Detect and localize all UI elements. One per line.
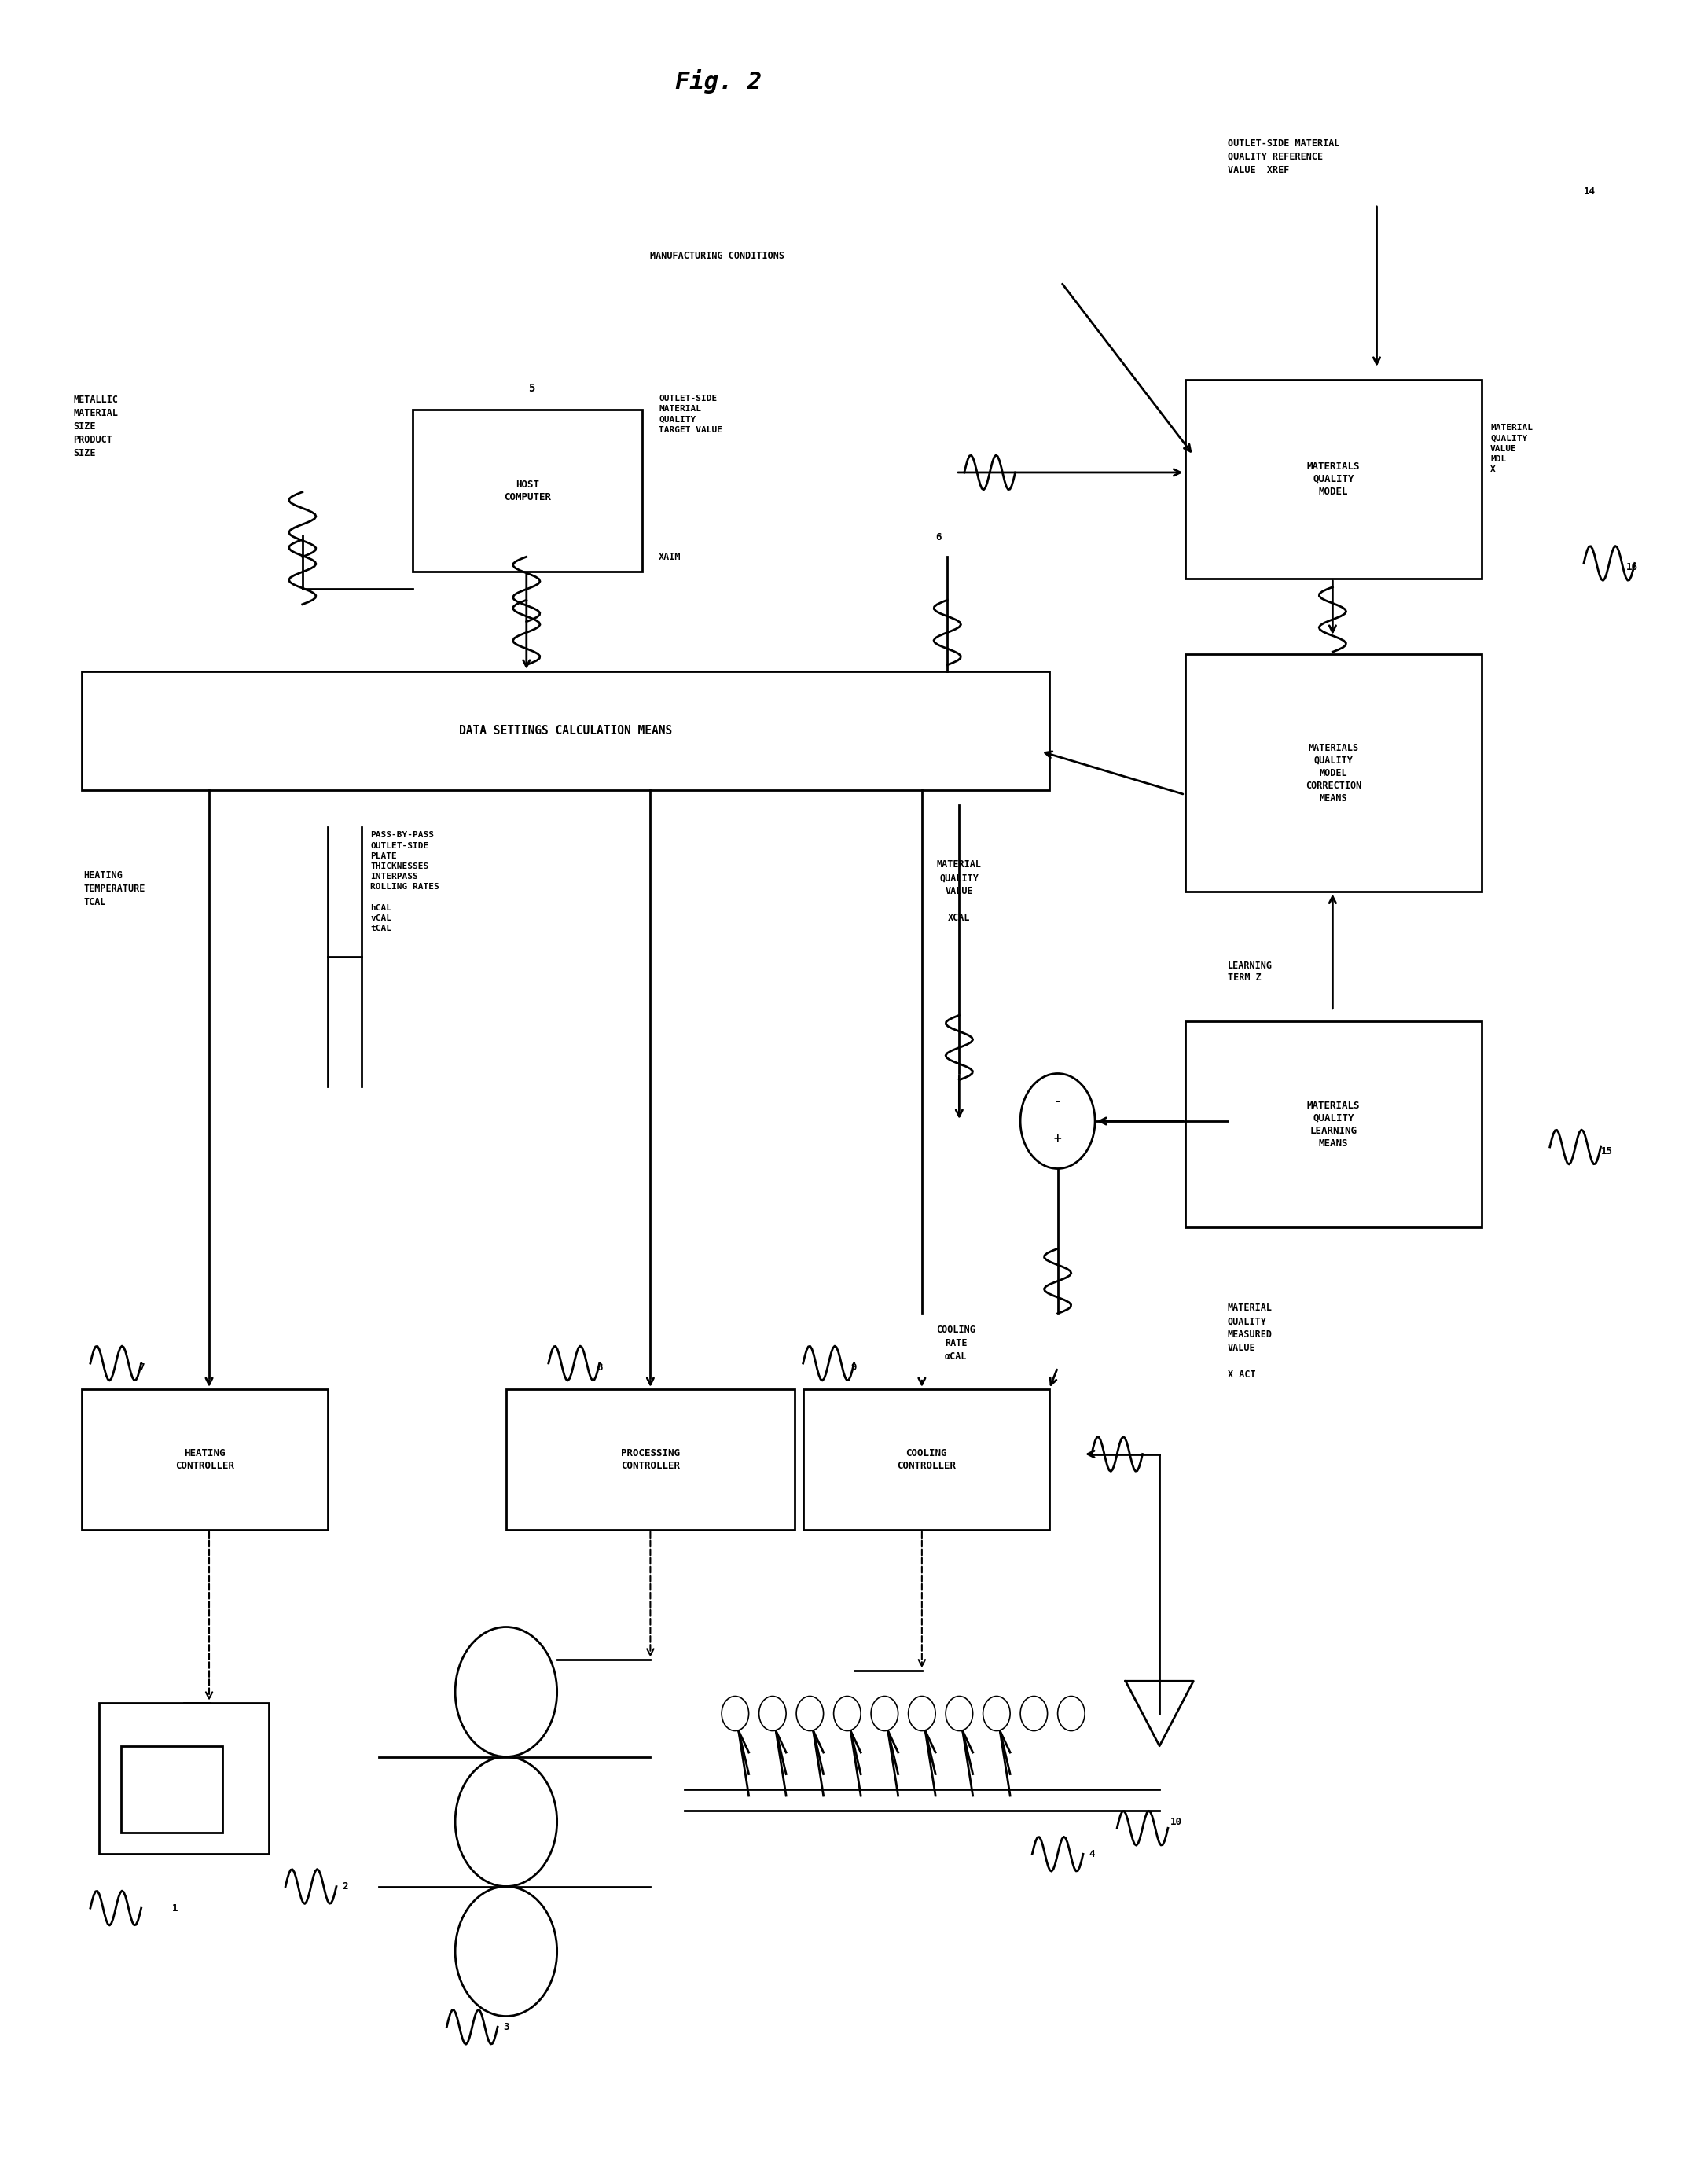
- FancyBboxPatch shape: [1185, 1021, 1483, 1228]
- Text: PROCESSING
CONTROLLER: PROCESSING CONTROLLER: [622, 1447, 680, 1471]
- Text: 14: 14: [1583, 187, 1595, 196]
- Text: MATERIAL
QUALITY
VALUE

XCAL: MATERIAL QUALITY VALUE XCAL: [936, 861, 982, 924]
- Text: LEARNING
TERM Z: LEARNING TERM Z: [1228, 960, 1272, 982]
- Text: 10: 10: [1170, 1817, 1182, 1827]
- Text: 5: 5: [528, 382, 535, 393]
- Text: 8: 8: [596, 1362, 603, 1373]
- Text: +: +: [1054, 1132, 1062, 1143]
- Text: MATERIALS
QUALITY
MODEL
CORRECTION
MEANS: MATERIALS QUALITY MODEL CORRECTION MEANS: [1305, 743, 1361, 804]
- Text: OUTLET-SIDE MATERIAL
QUALITY REFERENCE
VALUE  XREF: OUTLET-SIDE MATERIAL QUALITY REFERENCE V…: [1228, 139, 1339, 176]
- Text: MANUFACTURING CONDITIONS: MANUFACTURING CONDITIONS: [651, 252, 784, 261]
- FancyBboxPatch shape: [803, 1389, 1049, 1530]
- Text: 7: 7: [138, 1362, 143, 1373]
- Text: MATERIALS
QUALITY
LEARNING
MEANS: MATERIALS QUALITY LEARNING MEANS: [1307, 1100, 1360, 1147]
- Text: PASS-BY-PASS
OUTLET-SIDE
PLATE
THICKNESSES
INTERPASS
ROLLING RATES

hCAL
vCAL
tC: PASS-BY-PASS OUTLET-SIDE PLATE THICKNESS…: [371, 832, 439, 932]
- FancyBboxPatch shape: [1185, 380, 1483, 578]
- Text: HEATING
CONTROLLER: HEATING CONTROLLER: [176, 1447, 234, 1471]
- Text: 16: 16: [1626, 563, 1638, 574]
- Text: 3: 3: [504, 2021, 509, 2032]
- Text: DATA SETTINGS CALCULATION MEANS: DATA SETTINGS CALCULATION MEANS: [459, 726, 673, 737]
- FancyBboxPatch shape: [1185, 654, 1483, 891]
- Text: Fig. 2: Fig. 2: [675, 70, 762, 93]
- Text: MATERIALS
QUALITY
MODEL: MATERIALS QUALITY MODEL: [1307, 461, 1360, 498]
- Text: COOLING
CONTROLLER: COOLING CONTROLLER: [897, 1447, 955, 1471]
- Text: OUTLET-SIDE
MATERIAL
QUALITY
TARGET VALUE: OUTLET-SIDE MATERIAL QUALITY TARGET VALU…: [659, 395, 722, 435]
- Text: -: -: [1056, 1095, 1061, 1106]
- Text: HEATING
TEMPERATURE
TCAL: HEATING TEMPERATURE TCAL: [84, 871, 145, 908]
- FancyBboxPatch shape: [506, 1389, 794, 1530]
- FancyBboxPatch shape: [99, 1704, 268, 1854]
- Text: 9: 9: [851, 1362, 857, 1373]
- Text: 2: 2: [342, 1882, 348, 1891]
- Text: HOST
COMPUTER: HOST COMPUTER: [504, 480, 552, 502]
- Text: 1: 1: [173, 1904, 178, 1912]
- FancyBboxPatch shape: [413, 411, 642, 571]
- FancyBboxPatch shape: [82, 1389, 328, 1530]
- Text: MATERIAL
QUALITY
VALUE
MDL
X: MATERIAL QUALITY VALUE MDL X: [1491, 424, 1532, 474]
- Text: XAIM: XAIM: [659, 552, 681, 563]
- Text: COOLING
RATE
αCAL: COOLING RATE αCAL: [936, 1323, 975, 1360]
- Text: 6: 6: [936, 532, 941, 543]
- Text: METALLIC
MATERIAL
SIZE
PRODUCT
SIZE: METALLIC MATERIAL SIZE PRODUCT SIZE: [73, 395, 118, 459]
- FancyBboxPatch shape: [82, 671, 1049, 791]
- Text: MATERIAL
QUALITY
MEASURED
VALUE

X ACT: MATERIAL QUALITY MEASURED VALUE X ACT: [1228, 1302, 1272, 1380]
- Text: 4: 4: [1088, 1849, 1095, 1860]
- Text: 15: 15: [1600, 1145, 1612, 1156]
- FancyBboxPatch shape: [121, 1745, 222, 1832]
